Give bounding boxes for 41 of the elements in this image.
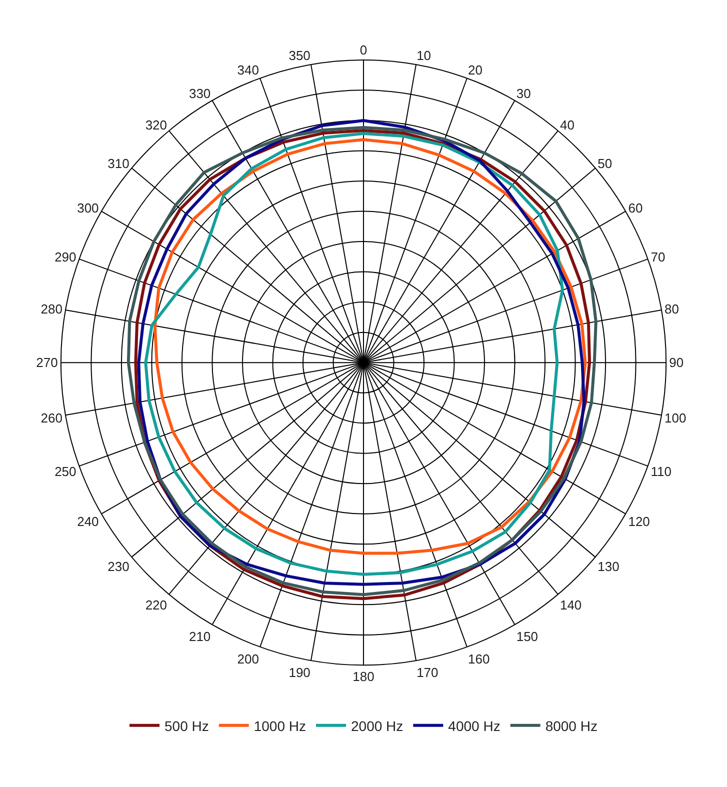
spoke-label: 330 [188,86,211,101]
spoke-label: 280 [40,302,62,317]
spoke-label: 40 [560,117,574,132]
spoke-label: 140 [560,598,582,613]
spoke-label: 200 [237,652,259,667]
spoke-label: 240 [77,514,99,529]
spoke-label: 320 [145,117,168,132]
spoke-label: 270 [36,355,58,370]
spoke-label: 250 [54,464,76,479]
spoke-label: 170 [416,665,438,680]
spoke-label: 180 [352,669,374,684]
spoke-label: 120 [628,514,650,529]
spoke-label: 350 [288,48,310,63]
spoke-label: 190 [288,665,310,680]
spoke-label: 100 [664,410,686,426]
spoke-label: 70 [650,249,666,264]
spoke-label: 340 [237,62,259,78]
spoke-label: 110 [650,464,672,479]
spoke-label: 0 [360,42,368,58]
legend-label: 500 Hz [164,718,209,734]
legend-label: 2000 Hz [351,718,404,734]
spoke-label: 260 [40,410,62,426]
spoke-label: 60 [628,200,643,216]
spoke-label: 160 [468,652,490,667]
spoke-label: 220 [145,598,168,613]
legend-label: 4000 Hz [448,718,500,734]
spoke-label: 90 [669,355,684,370]
spoke-label: 150 [516,628,538,644]
spoke-label: 300 [77,200,99,216]
spoke-label: 30 [516,86,531,101]
spoke-label: 290 [54,249,76,264]
spoke-label: 10 [416,48,432,63]
legend-label: 1000 Hz [254,718,306,734]
spoke-label: 20 [468,62,483,78]
spoke-label: 80 [664,302,679,317]
spoke-label: 310 [108,156,130,171]
legend-label: 8000 Hz [545,718,598,734]
spoke-label: 230 [108,558,130,574]
spoke-label: 50 [598,156,612,171]
spoke-label: 130 [598,558,620,574]
spoke-label: 210 [188,628,211,644]
